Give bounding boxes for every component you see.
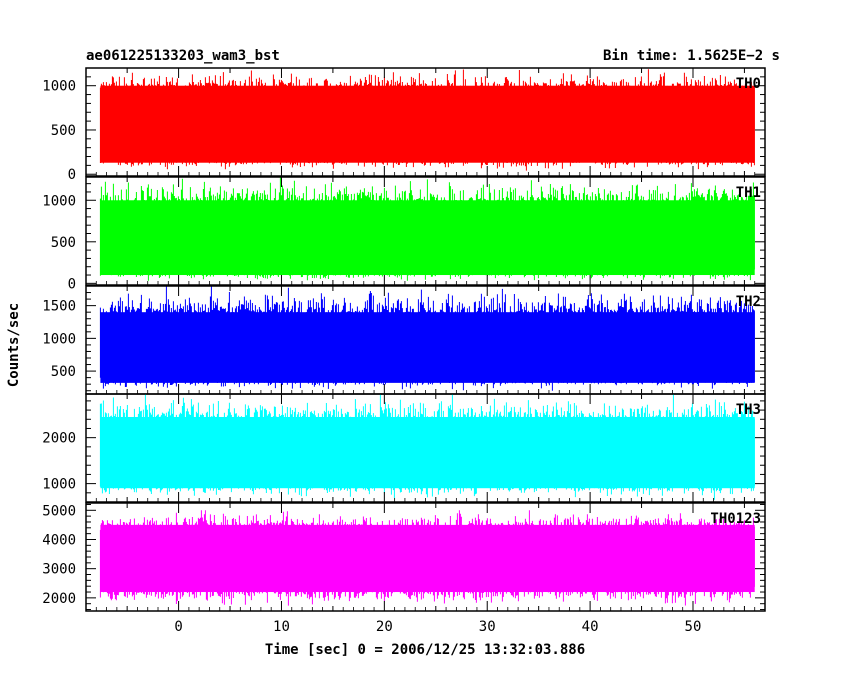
series-th0 [99, 69, 755, 171]
panel-th0: 0 500 1000 TH0 [42, 67, 766, 183]
series-trace-th3 [99, 394, 755, 500]
y-tick-label: 500 [51, 235, 76, 251]
series-th3 [99, 394, 755, 500]
series-th1 [99, 177, 755, 281]
x-axis: 0 10 20 30 40 50 [174, 619, 701, 635]
y-tick-label: 5000 [42, 503, 76, 519]
y-tick-label: 1000 [42, 477, 76, 493]
series-th2 [99, 286, 755, 391]
y-tick-label: 500 [51, 123, 76, 139]
y-tick-label: 2000 [42, 431, 76, 447]
x-axis-label: Time [sec] 0 = 2006/12/25 13:32:03.886 [265, 642, 585, 658]
x-tick-label: 50 [685, 619, 702, 635]
x-tick-label: 0 [174, 619, 182, 635]
panel-label-th0123: TH0123 [710, 511, 761, 527]
y-tick-label: 2000 [42, 591, 76, 607]
x-tick-label: 30 [479, 619, 496, 635]
series-trace-th0 [99, 69, 755, 171]
x-tick-label: 40 [582, 619, 599, 635]
panel-th1: 0 500 1000 TH1 [42, 176, 766, 292]
y-tick-label: 1500 [42, 299, 76, 315]
y-tick-label: 500 [51, 364, 76, 380]
y-tick-label: 0 [68, 167, 76, 183]
panel-label-th2: TH2 [736, 294, 761, 310]
series-trace-th0123 [99, 510, 755, 606]
series-trace-th2 [99, 286, 755, 391]
chart-title: ae061225133203_wam3_bst [86, 48, 280, 64]
panel-th3: 1000 2000 TH3 [42, 393, 766, 503]
panel-th2: 500 1000 1500 TH2 [42, 285, 766, 395]
panel-label-th0: TH0 [736, 76, 761, 92]
y-tick-label: 1000 [42, 193, 76, 209]
y-tick-label: 1000 [42, 79, 76, 95]
panel-label-th3: TH3 [736, 402, 761, 418]
panel-label-th1: TH1 [736, 185, 761, 201]
y-tick-label: 4000 [42, 532, 76, 548]
panel-th0123: 2000 3000 4000 5000 TH0123 [42, 502, 766, 612]
x-tick-label: 10 [273, 619, 290, 635]
bin-time-label: Bin time: 1.5625E−2 s [603, 48, 780, 64]
series-trace-th1 [99, 177, 755, 281]
y-tick-label: 1000 [42, 331, 76, 347]
y-tick-label: 3000 [42, 562, 76, 578]
series-th0123 [99, 510, 755, 606]
y-axis-label: Counts/sec [6, 303, 22, 387]
y-tick-label: 0 [68, 276, 76, 292]
panels-group: 0 500 1000 TH0 0 500 1000 TH1 500 1000 1500 TH2 1000… [42, 67, 766, 612]
x-tick-label: 20 [376, 619, 393, 635]
